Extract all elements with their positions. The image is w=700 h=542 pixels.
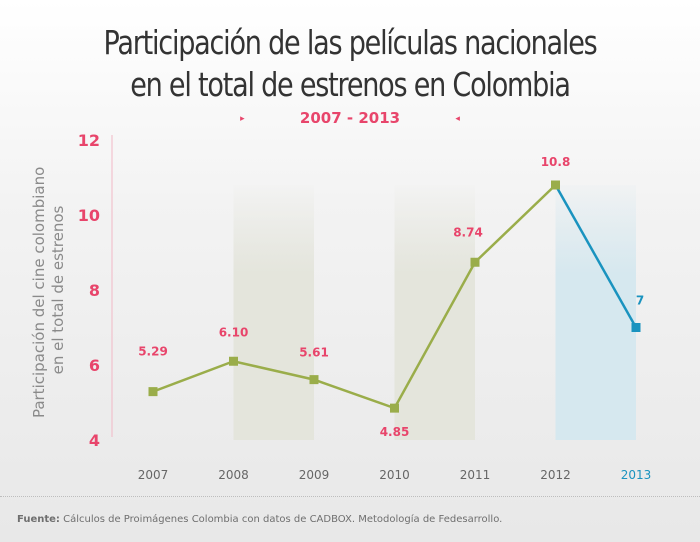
shaded-band [555,185,636,440]
x-ticks: 2007 2008 2009 2010 2011 2012 2013 [138,468,652,482]
y-tick-label: 6 [89,356,100,375]
data-label-2011: 8.74 [453,225,483,239]
shaded-band [394,185,475,440]
y-axis-label: Participación del cine colombiano en el … [30,162,67,418]
source-text: Cálculos de Proimágenes Colombia con dat… [63,514,503,525]
data-point-2008 [229,356,238,366]
data-label-2008: 6.10 [219,325,249,339]
shaded-band [233,185,314,440]
y-axis-label-line-1: Participación del cine colombiano [30,167,48,418]
data-label-2007: 5.29 [138,345,168,359]
data-label-2010: 4.85 [380,425,410,439]
data-label-2013: 7 [636,294,644,308]
y-tick-label: 8 [89,281,100,300]
year-range: 2007 - 2013 [299,109,401,127]
y-tick-label: 12 [78,131,100,150]
data-point-2012 [551,180,560,190]
source-label: Fuente: [17,514,60,525]
y-tick-label: 4 [89,431,100,450]
triangle-left-icon: ◂ [455,113,460,124]
data-point-2011 [470,257,480,267]
shaded-bands [233,185,636,440]
x-tick-label-2012: 2012 [540,468,571,482]
x-tick-label-2010: 2010 [379,468,410,482]
y-ticks: 4 6 8 10 12 [78,131,100,450]
x-tick-label-2013: 2013 [621,468,652,482]
x-tick-label-2011: 2011 [460,468,491,482]
y-axis-label-line-2: en el total de estrenos [49,205,67,374]
x-tick-label-2009: 2009 [299,468,330,482]
y-tick-label: 10 [78,206,100,225]
chart-subtitle: ▸ 2007 - 2013 ◂ [0,108,700,129]
x-tick-label-2008: 2008 [218,468,249,482]
historic-series-line [152,184,557,410]
x-tick-label-2007: 2007 [138,468,169,482]
data-label-2012: 10.8 [541,155,571,169]
data-point-2013 [631,323,641,332]
title-line-2: en el total de estrenos en Colombia [130,65,571,104]
data-labels: 5.29 6.10 5.61 4.85 8.74 10.8 7 [138,155,644,439]
triangle-right-icon: ▸ [240,113,245,124]
forecast-series-line [554,184,638,329]
chart-title: Participación de las películas nacionale… [63,22,637,106]
data-label-2009: 5.61 [299,346,329,360]
data-point-2007 [148,387,158,397]
data-point-2009 [309,375,319,385]
source-note: Fuente: Cálculos de Proimágenes Colombia… [17,514,502,525]
series-lines [152,184,638,410]
title-line-1: Participación de las películas nacionale… [103,23,598,62]
footer-divider [0,496,700,497]
data-points [148,180,641,413]
data-point-2010 [390,403,399,413]
